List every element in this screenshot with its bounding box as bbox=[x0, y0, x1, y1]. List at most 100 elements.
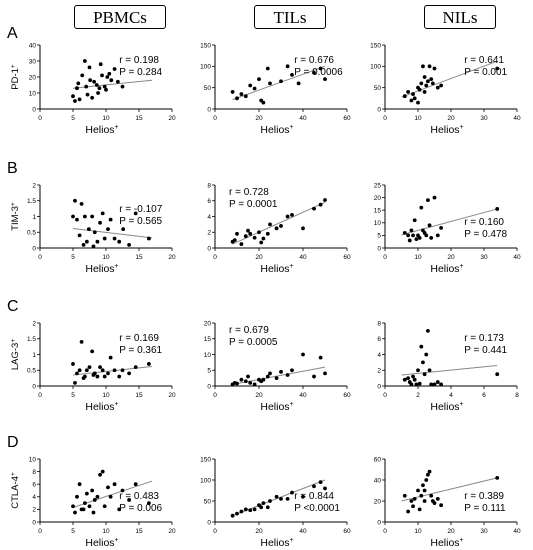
p-value-d-nils: P = 0.111 bbox=[464, 503, 506, 514]
data-point-d-nils bbox=[427, 469, 432, 474]
data-point-b-nils bbox=[439, 225, 443, 230]
data-point-a-pbmcs bbox=[94, 83, 99, 87]
x-axis-label-superscript: + bbox=[115, 124, 119, 131]
data-point-a-nils bbox=[426, 79, 430, 84]
row-label-a: A bbox=[7, 25, 18, 42]
x-tick-label-d-pbmcs: 15 bbox=[135, 528, 143, 535]
data-point-b-pbmcs bbox=[79, 202, 84, 206]
data-point-c-nils bbox=[406, 376, 410, 381]
x-tick-label-d-pbmcs: 5 bbox=[71, 528, 75, 535]
data-point-c-nils bbox=[435, 380, 440, 384]
data-point-d-nils bbox=[406, 509, 410, 514]
x-tick-label-b-tils: 40 bbox=[299, 254, 307, 261]
data-point-b-pbmcs bbox=[108, 217, 113, 222]
x-tick-label-d-pbmcs: 20 bbox=[168, 528, 176, 535]
data-point-c-pbmcs bbox=[108, 355, 113, 360]
data-point-a-nils bbox=[435, 85, 440, 90]
data-point-a-tils bbox=[318, 66, 323, 71]
y-tick-label-c-nils: 6 bbox=[377, 336, 381, 343]
data-point-a-tils bbox=[239, 92, 244, 96]
data-point-b-nils bbox=[424, 233, 429, 238]
data-point-c-pbmcs bbox=[90, 349, 95, 354]
data-point-c-pbmcs bbox=[147, 362, 151, 366]
data-point-c-nils bbox=[427, 368, 432, 373]
column-header-tils: TILs bbox=[254, 5, 326, 29]
x-axis-label-a-pbmcs: Helios+ bbox=[85, 124, 118, 136]
regression-line-b-tils bbox=[232, 201, 326, 245]
y-tick-label-b-nils: 0 bbox=[377, 245, 381, 252]
data-point-b-tils bbox=[318, 202, 323, 207]
x-axis-label-superscript: + bbox=[290, 263, 294, 270]
data-point-b-pbmcs bbox=[147, 236, 151, 241]
data-point-b-pbmcs bbox=[71, 214, 75, 219]
data-point-a-pbmcs bbox=[84, 84, 89, 89]
data-point-a-tils bbox=[230, 90, 235, 94]
x-axis-label-superscript: + bbox=[460, 263, 464, 270]
x-axis-label-superscript: + bbox=[115, 263, 119, 270]
x-tick-label-b-nils: 0 bbox=[383, 254, 387, 261]
y-tick-label-d-tils: 150 bbox=[200, 456, 211, 463]
x-tick-label-b-pbmcs: 5 bbox=[71, 254, 75, 261]
y-tick-label-d-tils: 0 bbox=[207, 519, 211, 526]
data-point-a-nils bbox=[412, 96, 417, 101]
x-tick-label-a-nils: 10 bbox=[414, 115, 422, 122]
data-point-a-pbmcs bbox=[96, 91, 100, 95]
data-point-b-pbmcs bbox=[81, 242, 86, 247]
data-point-b-pbmcs bbox=[92, 230, 97, 235]
data-point-b-tils bbox=[285, 214, 290, 219]
data-point-a-nils bbox=[409, 98, 414, 103]
y-tick-label-b-pbmcs: 0 bbox=[32, 245, 36, 252]
x-tick-label-a-tils: 60 bbox=[343, 115, 351, 122]
p-value-d-tils: P <0.0001 bbox=[294, 503, 340, 514]
data-point-d-nils bbox=[417, 507, 422, 512]
data-point-c-nils bbox=[402, 377, 407, 382]
data-point-d-tils bbox=[230, 513, 235, 518]
data-point-b-pbmcs bbox=[73, 198, 77, 203]
x-tick-label-d-tils: 20 bbox=[255, 528, 263, 535]
data-point-d-pbmcs bbox=[108, 494, 113, 499]
data-point-c-nils bbox=[429, 382, 434, 387]
column-header-nils: NILs bbox=[424, 5, 496, 29]
data-point-a-pbmcs bbox=[109, 78, 114, 83]
data-point-c-pbmcs bbox=[81, 376, 86, 381]
data-point-c-pbmcs bbox=[133, 365, 138, 369]
y-tick-label-c-tils: 20 bbox=[204, 320, 212, 327]
data-point-d-pbmcs bbox=[82, 501, 87, 505]
y-axis-label-d-pbmcs: CTLA-4+ bbox=[10, 472, 21, 509]
y-tick-label-d-nils: 40 bbox=[374, 477, 382, 484]
data-point-a-pbmcs bbox=[71, 94, 75, 99]
data-point-c-tils bbox=[279, 369, 283, 374]
data-point-a-tils bbox=[268, 81, 272, 86]
x-tick-label-a-tils: 0 bbox=[213, 115, 217, 122]
data-point-a-pbmcs bbox=[73, 99, 77, 103]
data-point-c-pbmcs bbox=[106, 371, 110, 376]
y-tick-label-a-pbmcs: 30 bbox=[29, 58, 37, 65]
data-point-d-tils bbox=[261, 501, 266, 505]
x-axis-label-a-nils: Helios+ bbox=[430, 124, 463, 136]
data-point-c-nils bbox=[421, 360, 425, 365]
data-point-c-pbmcs bbox=[87, 365, 92, 369]
y-axis-label-superscript: + bbox=[10, 64, 17, 68]
x-tick-label-c-tils: 60 bbox=[343, 392, 351, 399]
y-tick-label-d-tils: 50 bbox=[204, 498, 212, 505]
data-point-b-pbmcs bbox=[86, 227, 91, 232]
x-tick-label-c-pbmcs: 5 bbox=[71, 392, 75, 399]
regression-line-d-tils bbox=[232, 479, 326, 517]
data-point-b-pbmcs bbox=[95, 239, 100, 244]
y-tick-label-a-nils: 100 bbox=[370, 64, 381, 71]
data-point-a-nils bbox=[495, 66, 500, 71]
data-point-d-nils bbox=[411, 504, 415, 509]
r-value-a-nils: r = 0.641 bbox=[464, 55, 504, 66]
x-tick-label-c-nils: 0 bbox=[383, 392, 387, 399]
data-point-d-tils bbox=[235, 511, 239, 516]
data-point-b-tils bbox=[235, 231, 239, 236]
p-value-a-nils: P = 0.001 bbox=[464, 67, 507, 78]
x-tick-label-c-pbmcs: 0 bbox=[38, 392, 42, 399]
data-point-b-nils bbox=[412, 218, 417, 223]
x-tick-label-b-nils: 30 bbox=[480, 254, 488, 261]
column-header-pbmcs: PBMCs bbox=[74, 5, 166, 29]
x-tick-label-c-tils: 20 bbox=[255, 392, 263, 399]
data-point-b-nils bbox=[495, 207, 500, 211]
